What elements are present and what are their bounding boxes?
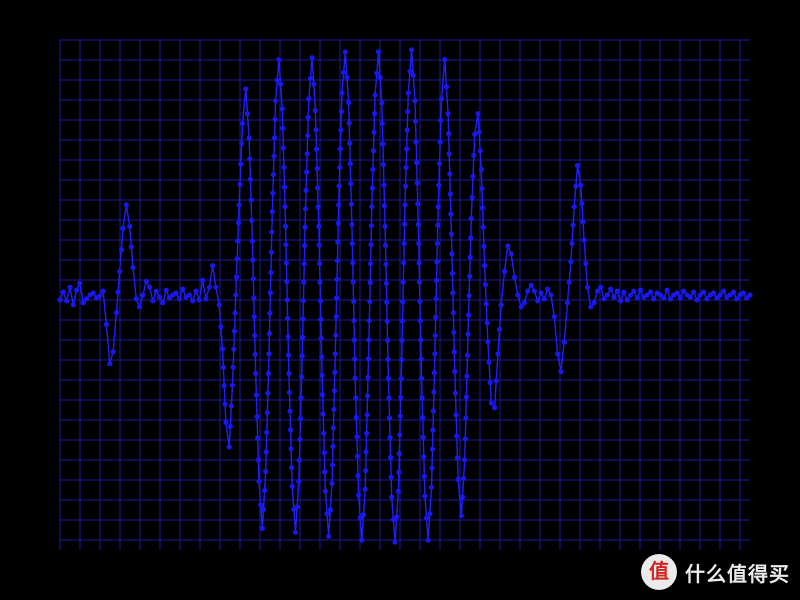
watermark-badge-icon: 值 — [641, 554, 677, 590]
signal-chart — [0, 0, 800, 600]
chart-container — [0, 0, 800, 600]
watermark-badge-char: 值 — [649, 562, 669, 582]
watermark-text: 什么值得买 — [685, 558, 790, 587]
watermark: 值 什么值得买 — [641, 554, 790, 590]
